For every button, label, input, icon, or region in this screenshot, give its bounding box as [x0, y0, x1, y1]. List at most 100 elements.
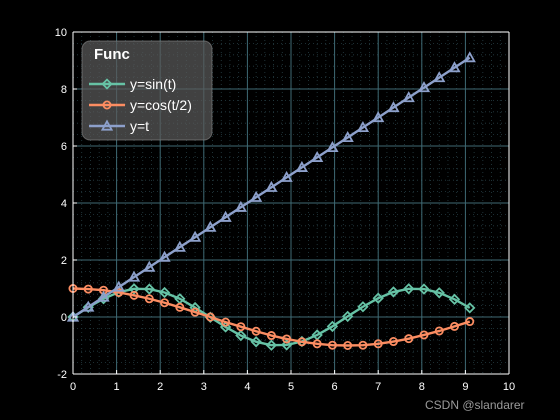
series-line — [72, 287, 471, 347]
data-point — [173, 240, 186, 252]
data-point — [249, 190, 263, 202]
y-tick-label: 4 — [61, 198, 67, 210]
y-tick-labels: -2 0 2 4 6 8 10 — [55, 27, 67, 381]
data-point — [387, 286, 400, 298]
data-point — [251, 326, 261, 336]
legend-marker — [101, 78, 113, 90]
data-point — [434, 326, 444, 336]
legend-marker — [102, 100, 112, 110]
data-point — [280, 339, 293, 351]
data-point — [158, 286, 171, 299]
data-point — [357, 301, 369, 313]
data-point — [342, 310, 354, 323]
legend-entries: y=sin(t) y=cos(t/2) y=t — [89, 76, 192, 134]
x-tick-label: 8 — [419, 381, 425, 393]
data-point — [82, 300, 95, 312]
data-point — [358, 340, 368, 350]
data-point — [128, 283, 140, 295]
data-point — [417, 81, 431, 93]
data-point — [312, 339, 322, 349]
legend-label: y=cos(t/2) — [130, 97, 192, 113]
data-point — [372, 111, 385, 123]
legend-entry: y=t — [89, 118, 149, 134]
data-point — [449, 321, 459, 331]
data-point — [127, 270, 141, 282]
data-point — [372, 292, 384, 304]
data-point — [327, 340, 337, 350]
x-tick-label: 0 — [70, 381, 76, 393]
series-layer — [66, 51, 476, 351]
data-point — [204, 220, 217, 232]
data-point — [236, 322, 246, 332]
data-point — [234, 200, 247, 212]
data-point — [280, 170, 293, 182]
data-point — [463, 51, 476, 63]
data-point — [356, 121, 370, 133]
data-point — [158, 250, 171, 262]
legend-box — [81, 40, 213, 141]
data-point — [341, 130, 354, 143]
x-tick-label: 9 — [462, 381, 468, 393]
data-point — [266, 331, 276, 341]
series-1 — [67, 283, 476, 351]
data-point — [387, 101, 400, 113]
data-point — [418, 283, 430, 295]
data-point — [326, 320, 339, 333]
data-point — [83, 284, 93, 294]
data-point — [114, 287, 124, 297]
watermark: CSDN @slandarer — [425, 398, 525, 412]
legend-marker — [100, 119, 114, 131]
data-point — [373, 339, 383, 349]
data-point — [433, 287, 445, 299]
data-point — [295, 160, 309, 172]
x-tick-label: 4 — [244, 381, 250, 393]
x-tick-label: 7 — [375, 381, 381, 393]
y-tick-label: 8 — [61, 84, 67, 96]
y-tick-label: -2 — [57, 369, 67, 381]
data-point — [175, 302, 185, 312]
x-tick-label: 6 — [332, 381, 338, 393]
x-tick-label: 5 — [288, 381, 294, 393]
x-tick-label: 3 — [201, 381, 207, 393]
data-point — [235, 329, 247, 342]
data-point — [160, 298, 170, 308]
legend: Func y=sin(t) y=cos(t/2) y=t — [81, 40, 213, 141]
data-point — [388, 337, 398, 347]
y-tick-label: 0 — [61, 312, 67, 324]
legend-entry: y=sin(t) — [89, 76, 176, 92]
series-3 — [66, 51, 476, 322]
legend-label: y=t — [130, 118, 149, 134]
data-point — [250, 336, 262, 348]
data-point — [419, 330, 429, 340]
data-point — [265, 339, 278, 351]
data-point — [129, 290, 139, 300]
data-point — [143, 283, 155, 295]
data-point — [143, 260, 156, 272]
data-point — [448, 61, 461, 73]
data-point — [265, 180, 278, 192]
data-point — [326, 140, 339, 153]
data-point — [221, 317, 231, 327]
data-point — [465, 317, 475, 327]
data-point — [219, 210, 232, 222]
data-point — [188, 230, 202, 242]
data-point — [343, 340, 353, 350]
legend-label: y=sin(t) — [130, 76, 176, 92]
data-point — [464, 302, 476, 314]
x-tick-label: 10 — [503, 381, 515, 393]
data-point — [144, 294, 154, 304]
data-point — [282, 334, 292, 344]
x-tick-labels: 0 1 2 3 4 5 6 7 8 9 10 — [70, 381, 515, 393]
data-point — [97, 290, 110, 302]
data-point — [433, 71, 446, 83]
data-point — [448, 293, 461, 306]
data-point — [297, 337, 307, 347]
legend-entry: y=cos(t/2) — [89, 97, 192, 113]
data-point — [402, 91, 415, 103]
legend-title: Func — [94, 46, 130, 63]
series-2 — [68, 283, 475, 350]
y-tick-label: 6 — [61, 141, 67, 153]
data-point — [403, 283, 415, 295]
data-point — [311, 150, 324, 162]
